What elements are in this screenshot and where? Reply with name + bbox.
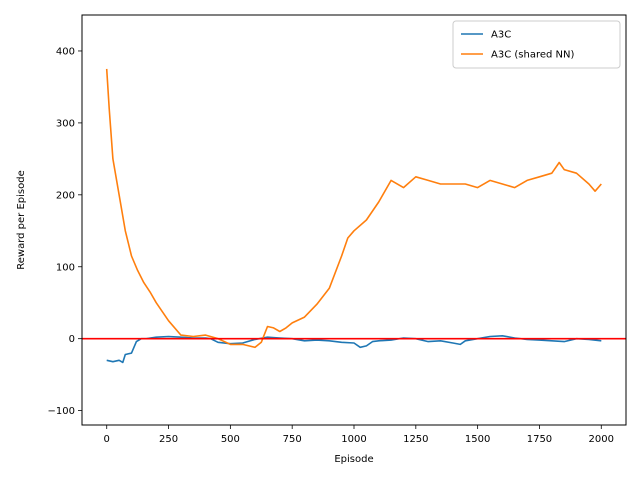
x-tick-label: 2000	[589, 434, 614, 445]
y-tick-label: −100	[48, 406, 75, 417]
x-tick-label: 1500	[465, 434, 490, 445]
legend: A3C A3C (shared NN)	[452, 20, 621, 69]
x-tick-label: 1000	[341, 434, 366, 445]
y-tick-label: 100	[56, 262, 75, 273]
x-tick-label: 500	[221, 434, 240, 445]
y-axis-label: Reward per Episode	[16, 170, 27, 269]
x-tick-label: 750	[283, 434, 302, 445]
x-axis-label: Episode	[334, 454, 373, 465]
y-tick-label: 200	[56, 190, 75, 201]
x-tick-label: 250	[159, 434, 178, 445]
x-tick-label: 1750	[527, 434, 552, 445]
x-tick-label: 1250	[403, 434, 428, 445]
x-axis-ticks: 0 250 500 750 1000 1250 1500 1750 2000	[104, 425, 614, 445]
y-tick-label: 400	[56, 46, 75, 57]
legend-box	[452, 20, 621, 69]
series-line-1	[105, 68, 602, 349]
y-axis-ticks: −100 0 100 200 300 400	[48, 46, 82, 417]
y-tick-label: 0	[69, 334, 75, 345]
legend-label-0: A3C	[491, 30, 511, 41]
x-tick-label: 0	[104, 434, 110, 445]
y-tick-label: 300	[56, 118, 75, 129]
legend-label-1: A3C (shared NN)	[491, 50, 574, 61]
